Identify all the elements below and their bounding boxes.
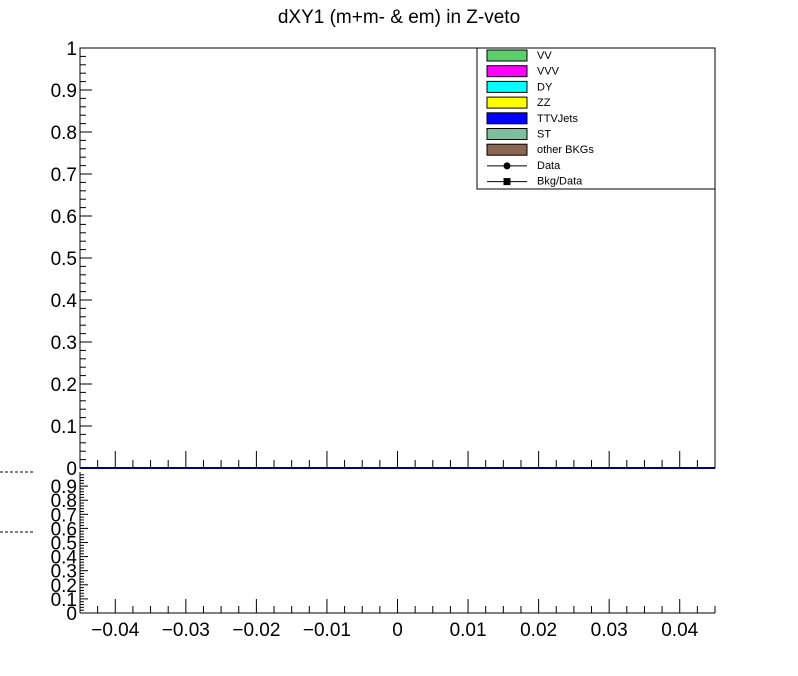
main-y-tick-label: 0.1: [51, 417, 77, 438]
ratio-y-tick-label: 0.8: [51, 491, 77, 512]
legend-entry: ZZ: [486, 96, 551, 109]
ratio-y-tick-label: 0.4: [51, 548, 78, 569]
legend-entry: VV: [486, 49, 552, 62]
main-y-axis: 0 0.1 0.2 0.3 0.4 0.5 0.6 0.7 0.8 0.9 1: [51, 39, 92, 480]
legend-label: ZZ: [537, 97, 551, 109]
legend-entry: other BKGs: [486, 143, 594, 156]
legend-label: VVV: [537, 66, 560, 78]
legend-entry: Bkg/Data: [487, 176, 583, 188]
legend-label: TTVJets: [537, 113, 578, 125]
main-y-tick-label: 1: [66, 39, 77, 60]
x-tick-label: 0.04: [661, 620, 698, 641]
x-tick-label: 0.03: [591, 620, 628, 641]
main-y-tick-label: 0.7: [51, 165, 77, 186]
main-y-tick-label: 0.9: [51, 81, 77, 102]
ratio-x-axis-ticks: −0.04 −0.03 −0.02 −0.01 0 0.01 0.02 0.03 0.04: [79, 599, 716, 641]
ratio-y-tick-label: 0.6: [51, 519, 77, 540]
x-tick-label: 0.01: [450, 620, 487, 641]
legend-entry: TTVJets: [486, 112, 578, 125]
legend-marker-square: [503, 178, 511, 186]
legend-entry: Data: [487, 160, 561, 172]
legend-marker-circle: [503, 162, 511, 170]
ratio-y-tick-label: 0.9: [51, 477, 77, 498]
main-y-tick-label: 0.5: [51, 249, 77, 270]
legend-swatch: [486, 143, 528, 156]
legend-swatch: [486, 49, 528, 62]
main-y-tick-label: 0.2: [51, 375, 77, 396]
main-y-tick-label: 0: [66, 459, 77, 480]
legend-entry: ST: [486, 128, 551, 141]
main-y-tick-label: 0.6: [51, 207, 77, 228]
ratio-y-tick-label: 0.5: [51, 534, 77, 555]
legend-swatch: [486, 80, 528, 93]
x-tick-label: 0: [392, 620, 403, 641]
ratio-y-axis: 00.10.20.30.40.50.60.70.80.9: [51, 474, 88, 625]
x-tick-label: −0.03: [162, 620, 210, 641]
main-x-axis-ticks: [79, 451, 716, 468]
legend-swatch: [486, 128, 528, 140]
legend-label: VV: [537, 50, 552, 62]
legend-label: Bkg/Data: [537, 176, 583, 188]
legend-swatch: [486, 96, 528, 109]
main-y-tick-label: 0.3: [51, 333, 77, 354]
legend-entry: VVV: [486, 65, 560, 78]
ratio-y-tick-label: 0: [66, 604, 77, 625]
main-y-tick-label: 0.4: [51, 291, 78, 312]
main-y-tick-label: 0.8: [51, 123, 77, 144]
ratio-y-tick-label: 0.2: [51, 576, 77, 597]
x-tick-label: −0.04: [91, 620, 140, 641]
legend-label: Data: [537, 160, 561, 172]
x-tick-label: −0.01: [303, 620, 351, 641]
x-tick-label: −0.02: [232, 620, 280, 641]
legend-entry: DY: [486, 80, 553, 93]
chart-title: dXY1 (m+m- & em) in Z-veto: [278, 7, 520, 28]
legend-label: other BKGs: [537, 144, 594, 156]
ratio-y-tick-label: 0.3: [51, 562, 77, 583]
legend-label: DY: [537, 81, 553, 93]
ratio-y-tick-label: 0.1: [51, 590, 77, 611]
legend-swatch: [486, 65, 528, 78]
x-tick-label: 0.02: [520, 620, 557, 641]
legend-swatch: [486, 112, 528, 125]
ratio-y-tick-label: 0.7: [51, 505, 77, 526]
legend-label: ST: [537, 129, 551, 141]
